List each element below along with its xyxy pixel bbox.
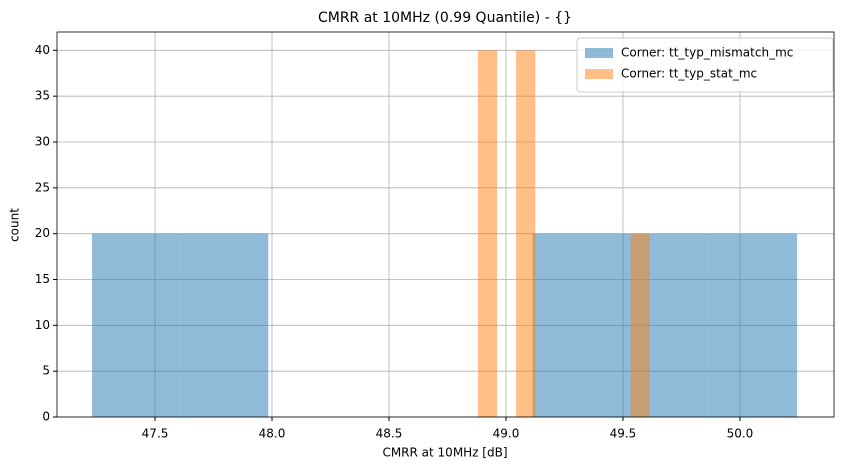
legend-label: Corner: tt_typ_mismatch_mc	[621, 46, 793, 60]
y-axis-label: count	[8, 208, 22, 242]
y-tick-label: 30	[35, 135, 50, 149]
y-tick-label: 10	[35, 318, 50, 332]
y-tick-label: 35	[35, 89, 50, 103]
x-tick-label: 48.5	[376, 427, 403, 441]
legend-swatch	[585, 48, 613, 58]
x-tick-label: 49.5	[610, 427, 637, 441]
legend-box	[576, 37, 834, 93]
plot-frame	[56, 31, 835, 418]
y-tick-label: 20	[35, 226, 50, 240]
bar	[516, 50, 536, 417]
bar	[630, 233, 650, 417]
legend-label: Corner: tt_typ_stat_mc	[621, 67, 757, 81]
x-tick-label: 49.0	[493, 427, 520, 441]
x-tick-label: 50.0	[727, 427, 754, 441]
bar	[92, 233, 181, 417]
bar	[180, 233, 269, 417]
chart-title: CMRR at 10MHz (0.99 Quantile) - {}	[318, 10, 572, 26]
y-tick-label: 25	[35, 180, 50, 194]
bar	[708, 233, 798, 417]
y-tick-label: 15	[35, 272, 50, 286]
y-tick-label: 5	[42, 364, 50, 378]
y-tick-label: 0	[42, 410, 50, 424]
legend-swatch	[585, 69, 613, 79]
x-axis-label: CMRR at 10MHz [dB]	[382, 446, 507, 460]
x-tick-label: 47.5	[142, 427, 169, 441]
bar	[477, 50, 498, 417]
bar	[532, 233, 621, 417]
y-tick-label: 40	[35, 43, 50, 57]
x-tick-label: 48.0	[259, 427, 286, 441]
